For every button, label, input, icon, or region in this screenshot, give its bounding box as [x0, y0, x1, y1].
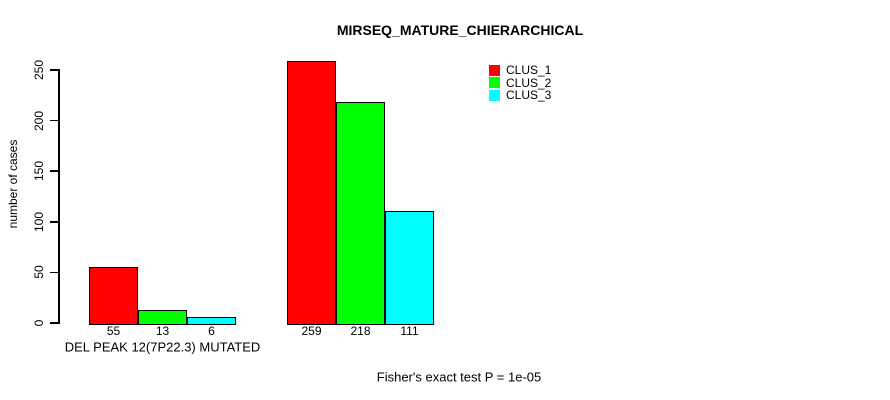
legend-entry: CLUS_3: [489, 89, 551, 102]
legend-label: CLUS_3: [506, 88, 552, 103]
y-axis-tick: [50, 271, 60, 274]
y-axis-tick-label: 250: [32, 59, 46, 81]
legend-swatch-clus_3: [489, 89, 500, 101]
y-axis-tick-label: 50: [32, 265, 46, 280]
y-axis-tick: [50, 170, 60, 172]
bar-clus_1-group2: [287, 61, 336, 325]
legend-label: CLUS_2: [506, 75, 552, 90]
y-axis-tick: [50, 69, 60, 71]
y-axis-label: number of cases: [6, 139, 20, 229]
bar-value-label: 259: [301, 324, 322, 338]
legend-label: CLUS_1: [506, 63, 552, 78]
bar-clus_1-group1: [89, 267, 138, 325]
bar-value-label: 55: [106, 324, 121, 338]
y-axis-tick-label: 100: [32, 211, 46, 232]
legend-entry: CLUS_2: [489, 77, 551, 90]
legend-swatch-clus_1: [489, 64, 500, 76]
bar-value-label: 6: [208, 324, 215, 338]
chart-title: MIRSEQ_MATURE_CHIERARCHICAL: [336, 22, 584, 38]
fisher-test-annotation: Fisher's exact test P = 1e-05: [376, 369, 542, 385]
y-axis-tick: [50, 119, 60, 122]
y-axis-tick-label: 150: [32, 161, 46, 182]
bar-clus_2-group1: [138, 310, 187, 325]
y-axis-tick: [50, 322, 60, 324]
bar-clus_2-group2: [336, 102, 385, 325]
legend-entry: CLUS_1: [489, 64, 551, 77]
bar-value-label: 218: [350, 324, 371, 338]
bar-value-label: 13: [155, 324, 170, 338]
bar-value-label: 111: [400, 324, 419, 338]
y-axis-tick-label: 200: [32, 110, 46, 131]
bar-clus_3-group1: [187, 317, 236, 325]
y-axis-tick-label: 0: [32, 319, 46, 327]
legend: CLUS_1 CLUS_2 CLUS_3: [489, 64, 551, 102]
x-axis-group-label: DEL PEAK 12(7P22.3) MUTATED: [64, 339, 261, 355]
y-axis-line: [58, 70, 60, 323]
bar-clus_3-group2: [385, 211, 434, 325]
legend-swatch-clus_2: [489, 77, 500, 89]
y-axis-tick: [50, 221, 60, 223]
